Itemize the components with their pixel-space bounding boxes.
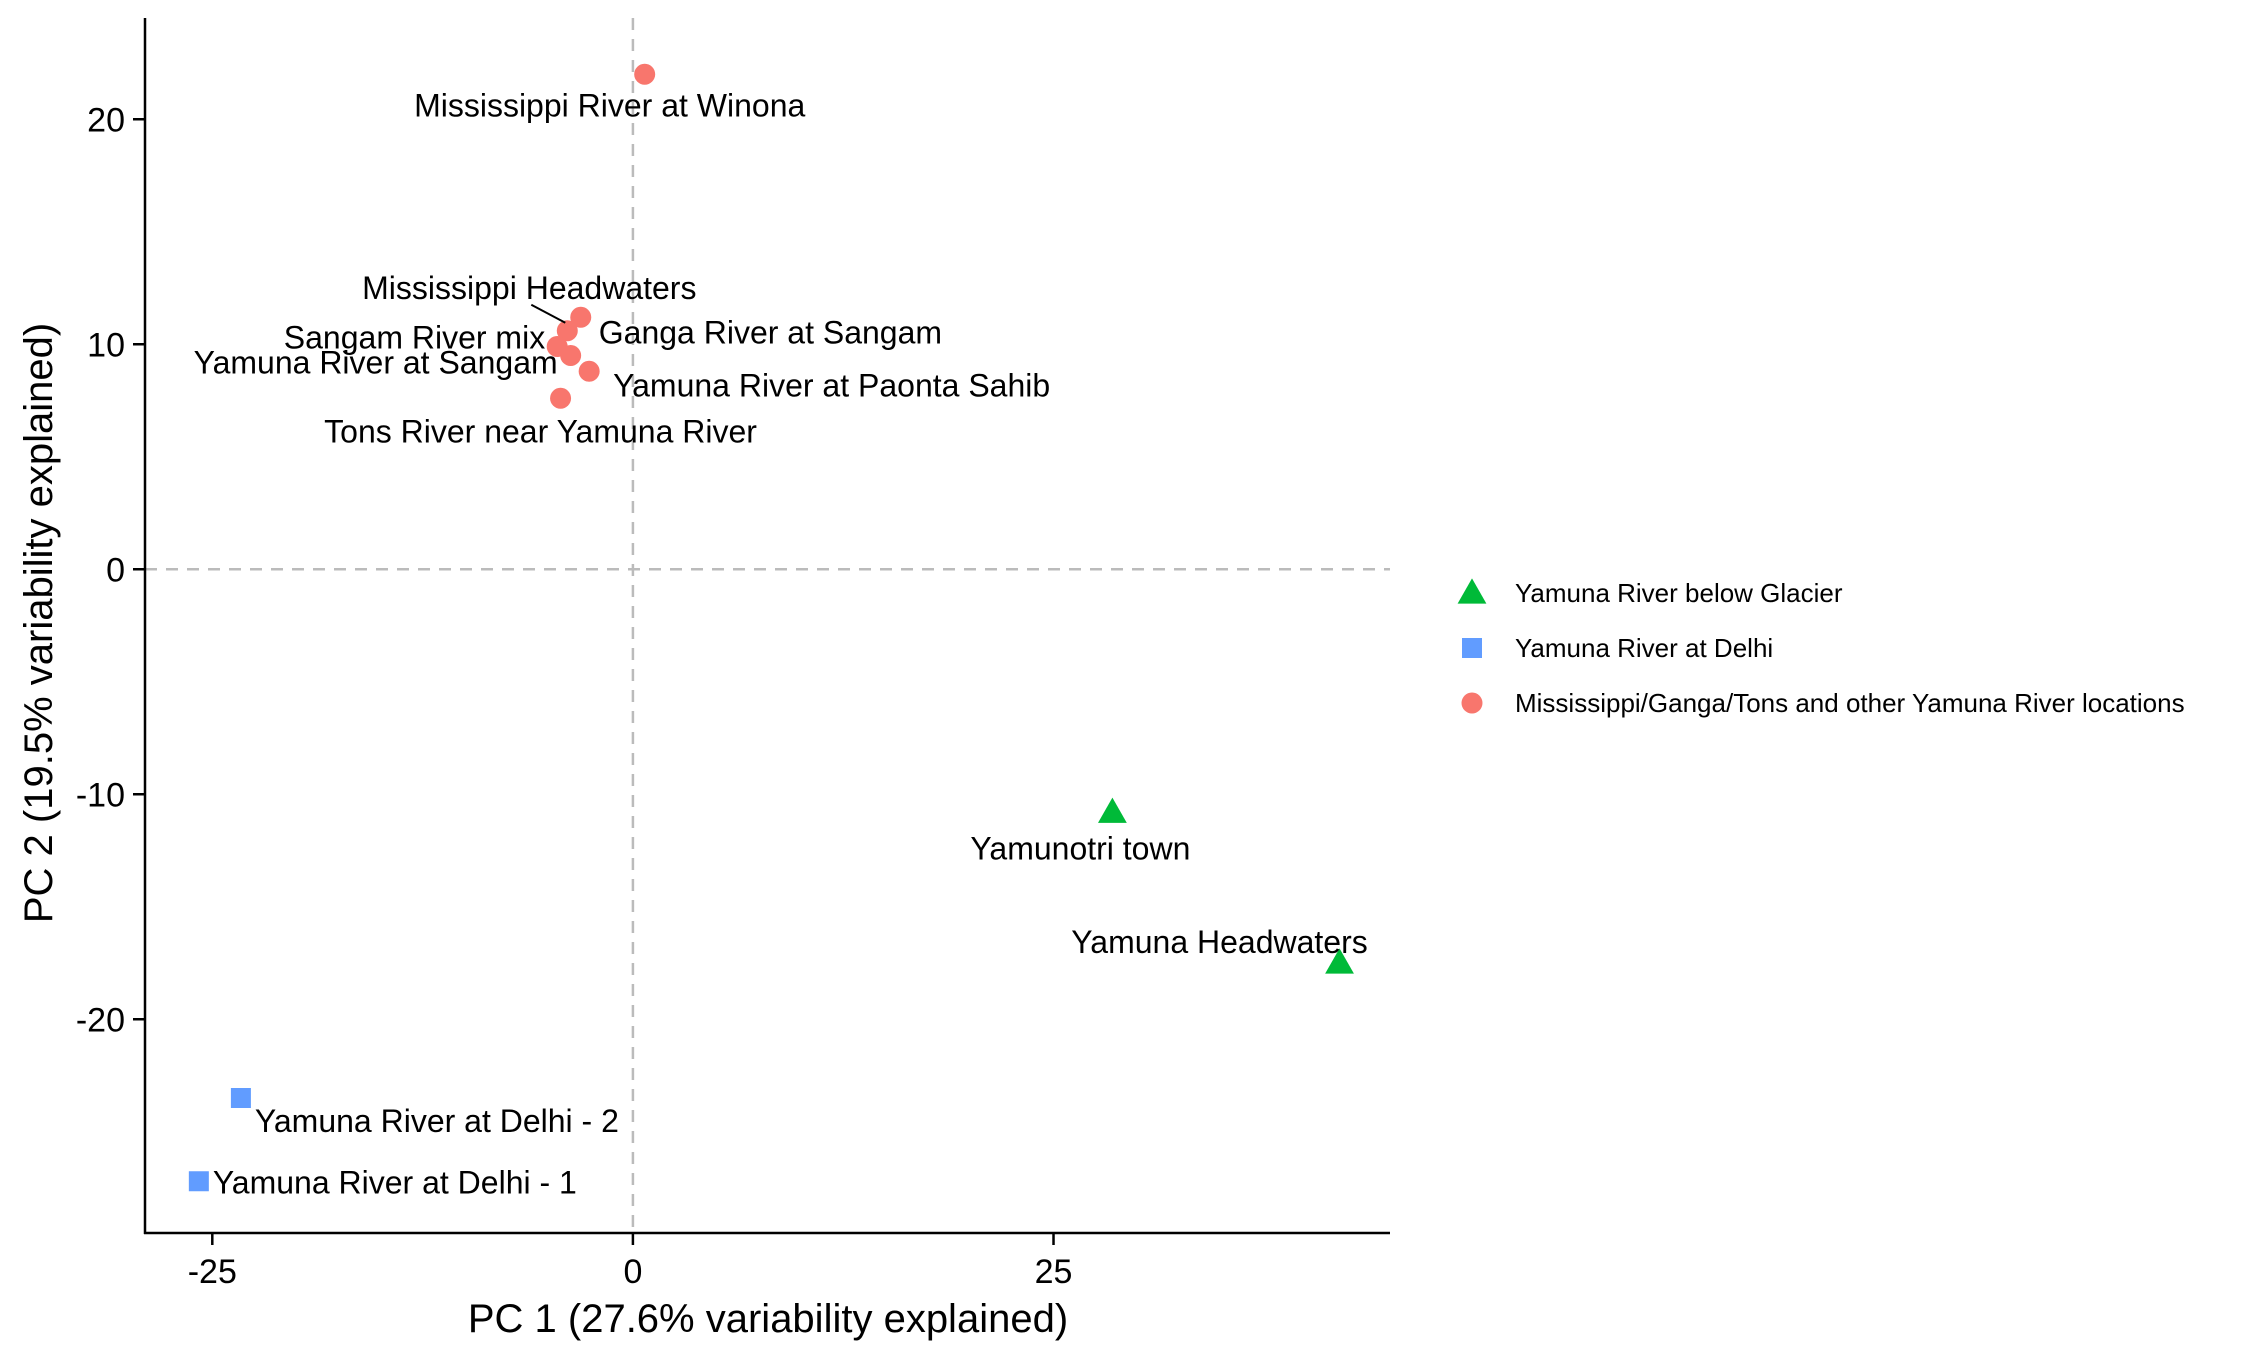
x-tick-label: 25 [1035,1253,1073,1291]
legend: Yamuna River below Glacier Yamuna River a… [1457,578,2185,718]
series-delhi: Yamuna River at Delhi - 2 Yamuna River at… [188,1088,619,1200]
y-tick-label: 10 [87,326,125,364]
series-glacier: Yamunotri town Yamuna Headwaters [970,797,1368,974]
data-point [578,360,600,382]
x-tick-label: 0 [623,1253,642,1291]
legend-label-delhi: Yamuna River at Delhi [1515,633,1773,663]
legend-label-glacier: Yamuna River below Glacier [1515,578,1843,608]
data-point [570,306,592,328]
label-leader-line [530,303,566,324]
point-label: Yamuna River at Sangam [194,345,558,381]
plot-area: -25 0 25 -20 -10 0 10 20 Yamunotri town Yamuna He… [76,18,1390,1291]
point-label: Tons River near Yamuna River [324,413,757,449]
y-tick-label: 20 [87,101,125,139]
x-axis-title: PC 1 (27.6% variability explained) [468,1297,1068,1341]
data-point [550,387,572,409]
data-point [1097,797,1127,823]
legend-label-other: Mississippi/Ganga/Tons and other Yamuna … [1515,688,2185,718]
legend-key-other [1461,692,1483,714]
point-label: Ganga River at Sangam [599,314,942,350]
data-point [634,63,656,85]
point-label: Yamuna River at Delhi - 1 [213,1164,577,1200]
data-point [230,1088,251,1108]
x-tick-label: -25 [188,1253,237,1291]
data-point [560,345,582,366]
point-label: Yamuna River at Delhi - 2 [255,1103,619,1139]
legend-key-delhi [1462,638,1482,658]
series-other: Mississippi River at Winona Mississippi H… [194,63,1050,449]
data-point [188,1171,209,1192]
y-tick-label: -10 [76,776,125,814]
point-label: Yamuna Headwaters [1071,924,1367,960]
point-label: Sangam River mix [284,320,545,356]
data-point [1325,948,1354,974]
y-tick-label: -20 [76,1001,125,1039]
point-label: Yamuna River at Paonta Sahib [613,367,1050,403]
y-axis-title: PC 2 (19.5% variability explained) [17,323,61,923]
point-label: Mississippi River at Winona [414,87,805,123]
data-point [556,320,578,342]
point-label: Mississippi Headwaters [362,270,696,306]
legend-key-glacier [1457,578,1487,604]
y-tick-label: 0 [106,551,125,589]
point-label: Yamunotri town [970,830,1190,866]
